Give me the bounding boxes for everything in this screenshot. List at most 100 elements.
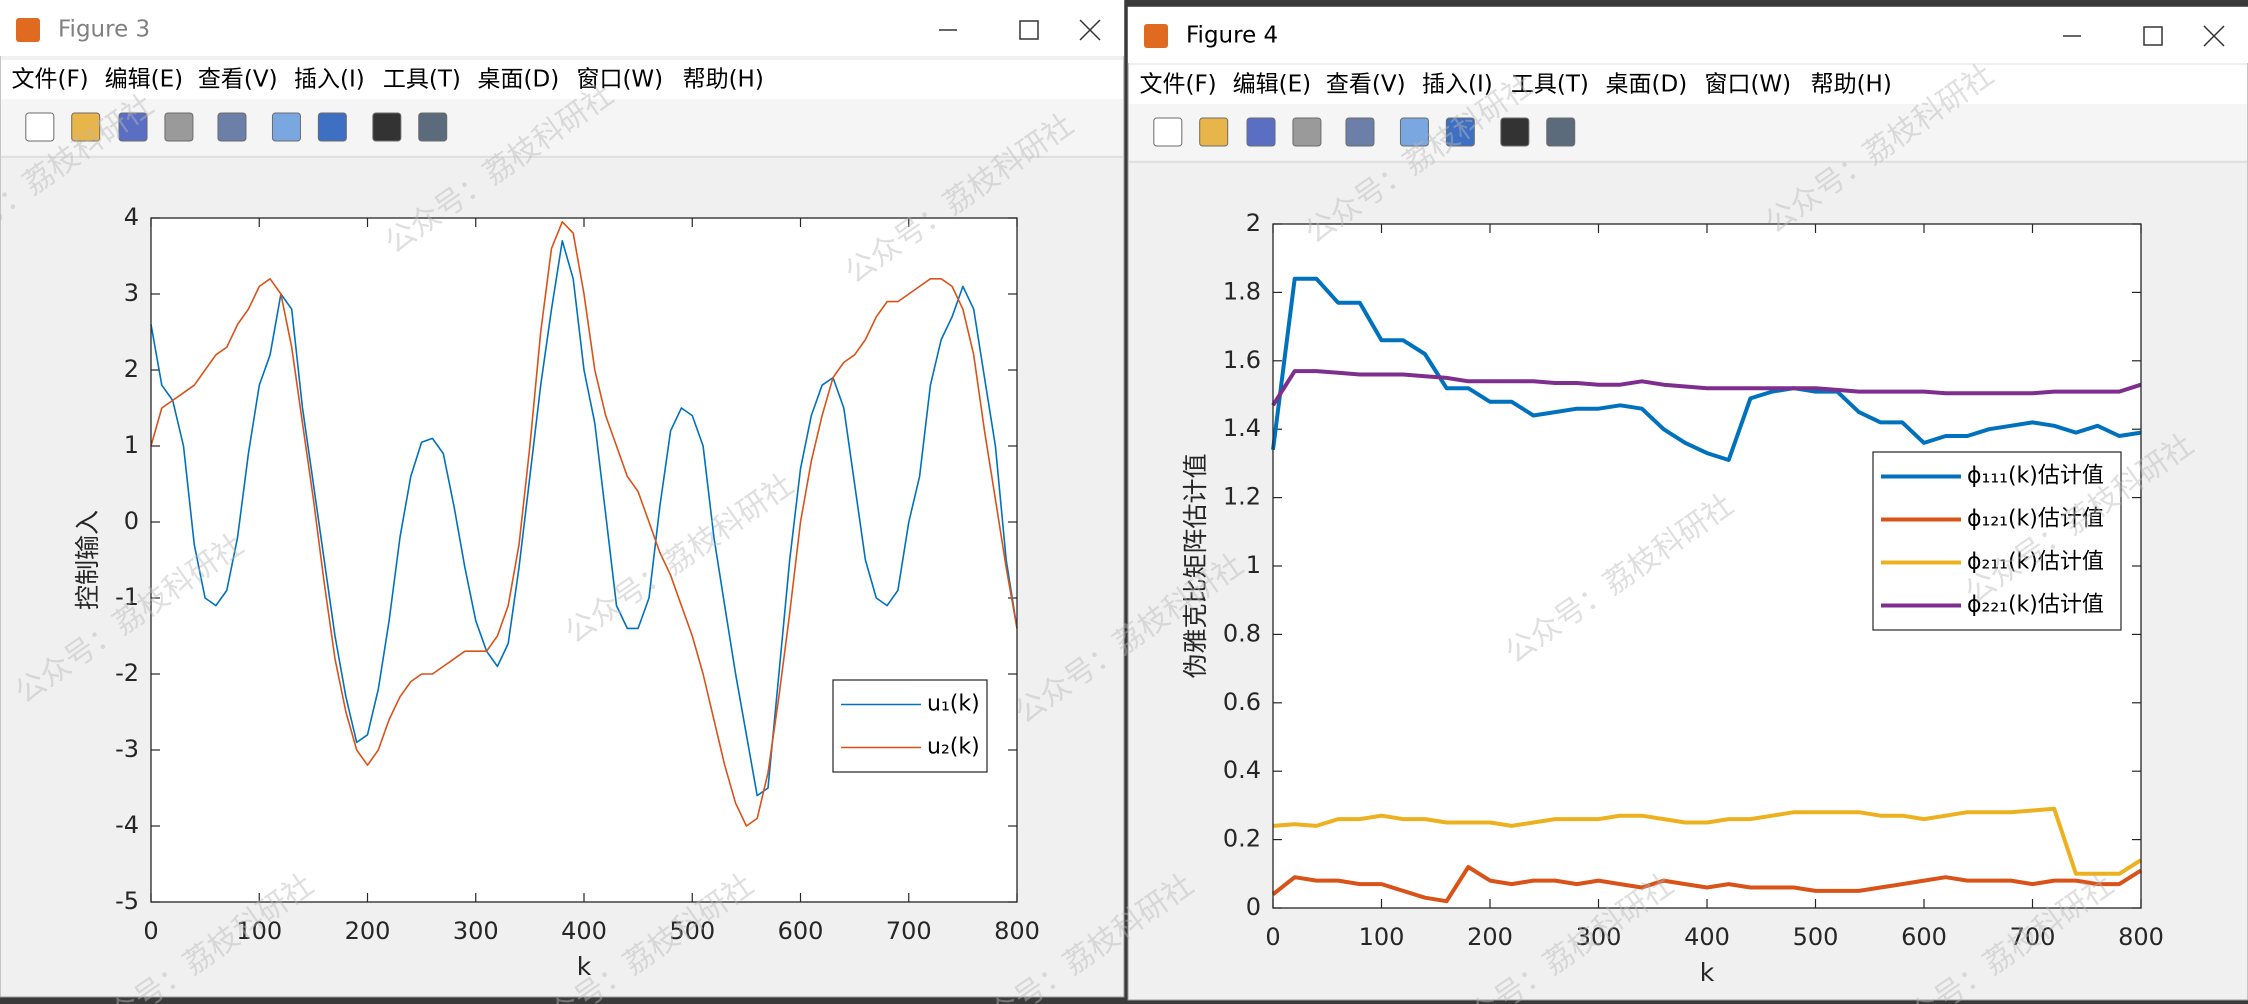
toolbar-button[interactable]: [1246, 117, 1276, 147]
x-axis-label: k: [577, 952, 592, 981]
legend-label: u₁(k): [927, 692, 980, 717]
x-tick-label: 600: [1901, 923, 1947, 951]
maximize-button[interactable]: [2143, 26, 2163, 46]
window-title: Figure 4: [1186, 23, 1278, 49]
toolbar-button[interactable]: [1500, 117, 1530, 147]
menu-item[interactable]: 文件(F): [1139, 72, 1216, 98]
menu-item[interactable]: 文件(F): [11, 67, 88, 93]
y-tick-label: -3: [115, 735, 139, 763]
x-tick-label: 500: [669, 917, 715, 945]
x-tick-label: 0: [1265, 923, 1280, 951]
legend-label: u₂(k): [927, 735, 980, 760]
toolbar-button[interactable]: [317, 112, 347, 142]
toolbar-button[interactable]: [164, 112, 194, 142]
menu-item[interactable]: 帮助(H): [683, 67, 764, 93]
x-tick-label: 100: [1359, 923, 1405, 951]
toolbar-button[interactable]: [25, 112, 55, 142]
x-axis-label: k: [1700, 958, 1715, 987]
maximize-button[interactable]: [1019, 20, 1039, 40]
x-tick-label: 0: [143, 917, 158, 945]
menu-item[interactable]: 插入(I): [1422, 72, 1493, 98]
y-tick-label: 0: [124, 507, 139, 535]
legend-label: ϕ₂₁₁(k)估计值: [1967, 550, 2104, 575]
x-tick-label: 700: [886, 917, 932, 945]
x-tick-label: 500: [1793, 923, 1839, 951]
menu-item[interactable]: 查看(V): [198, 67, 278, 93]
menu-item[interactable]: 编辑(E): [105, 67, 183, 93]
menu-item[interactable]: 窗口(W): [576, 67, 663, 93]
toolbar-button[interactable]: [1345, 117, 1375, 147]
y-tick-label: -1: [115, 583, 139, 611]
x-tick-label: 200: [345, 917, 391, 945]
app-icon: [1144, 24, 1168, 48]
x-tick-label: 100: [236, 917, 282, 945]
close-button[interactable]: [1079, 19, 1101, 41]
series-line: [1272, 806, 2143, 876]
menu-item[interactable]: 插入(I): [294, 67, 365, 93]
y-tick-label: -5: [115, 887, 139, 915]
menu-bar: [1, 60, 1123, 100]
y-tick-label: 0.4: [1223, 756, 1261, 784]
x-tick-label: 200: [1467, 923, 1513, 951]
y-tick-label: 1: [1246, 551, 1261, 579]
legend-box: [1872, 451, 2122, 631]
toolbar-button[interactable]: [1445, 117, 1475, 147]
series-line: [1271, 865, 2143, 904]
toolbar-button[interactable]: [1153, 117, 1183, 147]
y-tick-label: 1.6: [1223, 346, 1261, 374]
y-axis-label: 伪雅克比矩阵估计值: [1181, 453, 1210, 678]
menu-item[interactable]: 查看(V): [1326, 72, 1406, 98]
y-axis-label: 控制输入: [73, 510, 102, 610]
y-tick-label: 3: [124, 279, 139, 307]
x-tick-label: 300: [1576, 923, 1622, 951]
y-tick-label: 1.4: [1223, 414, 1261, 442]
app-icon: [16, 18, 40, 42]
legend-box: [832, 679, 988, 773]
x-tick-label: 400: [1684, 923, 1730, 951]
y-tick-label: 4: [124, 203, 139, 231]
series-line: [150, 240, 1018, 797]
toolbar-button[interactable]: [418, 112, 448, 142]
menu-item[interactable]: 帮助(H): [1811, 72, 1892, 98]
axes-box: [150, 217, 1018, 903]
menu-item[interactable]: 桌面(D): [1606, 72, 1688, 98]
y-tick-label: 1: [124, 431, 139, 459]
menu-item[interactable]: 编辑(E): [1233, 72, 1311, 98]
series-line: [1271, 276, 2142, 462]
toolbar-button[interactable]: [217, 112, 247, 142]
x-tick-label: 700: [2010, 923, 2056, 951]
legend-label: ϕ₁₂₁(k)估计值: [1967, 507, 2104, 532]
series-line: [1271, 369, 2142, 407]
toolbar-button[interactable]: [271, 112, 301, 142]
series-line: [150, 221, 1018, 827]
menu-item[interactable]: 工具(T): [383, 67, 461, 93]
y-tick-label: 2: [1246, 209, 1261, 237]
x-tick-label: 800: [2118, 923, 2164, 951]
menu-item[interactable]: 工具(T): [1511, 72, 1589, 98]
legend-label: ϕ₁₁₁(k)估计值: [1967, 464, 2104, 489]
toolbar-button[interactable]: [372, 112, 402, 142]
y-tick-label: 2: [124, 355, 139, 383]
toolbar-button[interactable]: [1399, 117, 1429, 147]
close-button[interactable]: [2203, 25, 2225, 47]
y-tick-label: 0.2: [1223, 825, 1261, 853]
toolbar-button[interactable]: [71, 112, 101, 142]
x-tick-label: 300: [453, 917, 499, 945]
x-tick-label: 800: [994, 917, 1040, 945]
plot-area: [151, 218, 1017, 902]
x-tick-label: 400: [561, 917, 607, 945]
y-tick-label: -2: [115, 659, 139, 687]
title-bar: [0, 0, 1124, 56]
toolbar-button[interactable]: [1199, 117, 1229, 147]
y-tick-label: 0.6: [1223, 688, 1261, 716]
menu-item[interactable]: 窗口(W): [1704, 72, 1791, 98]
toolbar-button[interactable]: [118, 112, 148, 142]
axes-box: [1272, 223, 2142, 909]
y-tick-label: 1.8: [1223, 277, 1261, 305]
toolbar-button[interactable]: [1546, 117, 1576, 147]
toolbar-button[interactable]: [1292, 117, 1322, 147]
y-tick-label: -4: [115, 811, 139, 839]
menu-item[interactable]: 桌面(D): [478, 67, 560, 93]
